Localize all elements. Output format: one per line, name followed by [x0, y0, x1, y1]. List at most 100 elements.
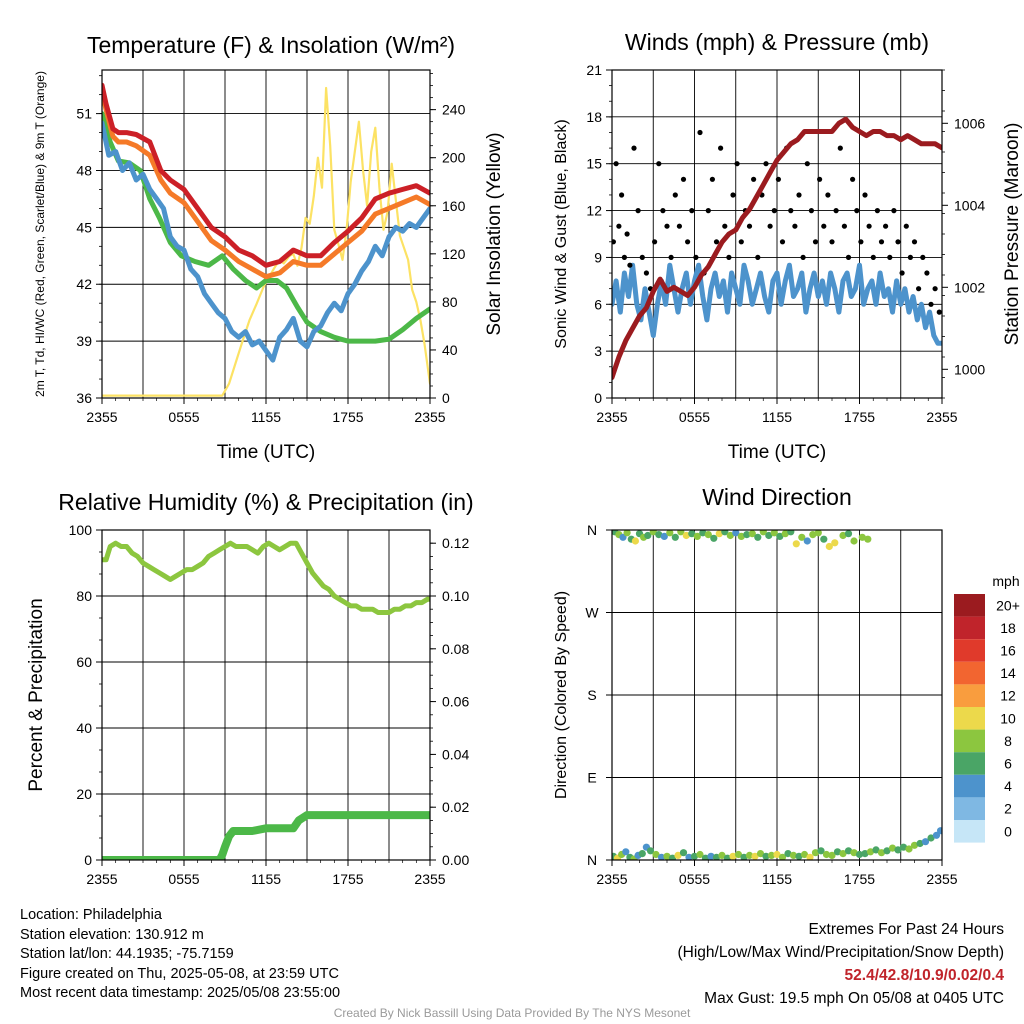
y-right-tick-label: 200: [442, 150, 466, 166]
gust-point: [652, 239, 658, 245]
direction-point: [806, 853, 814, 860]
x-tick-label: 0555: [679, 409, 710, 425]
y-right-tick-label: 240: [442, 102, 466, 118]
direction-point: [696, 850, 704, 859]
direction-point: [861, 850, 869, 858]
legend-title: mph: [992, 573, 1019, 589]
legend-swatch: [954, 616, 985, 640]
direction-point: [707, 852, 715, 860]
y-axis-label-left: 2m T, Td, HI/WC (Red, Green, Scarlet/Blu…: [33, 71, 47, 397]
panel-title: Temperature (F) & Insolation (W/m²): [87, 32, 455, 58]
data-layer: [102, 82, 430, 397]
x-tick-label: 2355: [86, 871, 117, 887]
gust-point: [804, 161, 810, 167]
gust-point: [841, 223, 848, 229]
panel-3: Relative Humidity (%) & Precipitation (i…: [26, 489, 474, 866]
direction-point: [778, 853, 787, 860]
gust-point: [911, 239, 918, 245]
legend-label: 2: [1004, 801, 1012, 817]
direction-point: [910, 841, 919, 849]
direction-point: [693, 532, 701, 541]
y-tick-label: 0: [594, 390, 602, 406]
legend-swatch: [954, 684, 985, 707]
direction-point: [756, 850, 765, 858]
y-right-tick-label: 0.00: [442, 852, 469, 868]
y-tick-label: W: [585, 605, 599, 621]
direction-point: [715, 530, 723, 538]
direction-point: [784, 850, 792, 858]
direction-point: [822, 850, 831, 859]
direction-point: [701, 854, 710, 860]
gust-point: [825, 192, 831, 198]
direction-point: [663, 852, 671, 860]
direction-point: [721, 530, 729, 536]
gust-point: [771, 208, 777, 214]
y-right-tick-label: 0.12: [442, 535, 469, 551]
direction-point: [710, 534, 718, 542]
gust-point: [624, 231, 630, 237]
relative-humidity-line: [102, 540, 430, 615]
direction-point: [839, 850, 847, 858]
x-tick-label: 1755: [844, 409, 875, 425]
direction-point: [894, 846, 902, 854]
direction-point: [759, 530, 767, 536]
x-tick-label: 1155: [251, 409, 281, 425]
legend-label: 10: [1000, 710, 1016, 726]
gust-point: [627, 262, 633, 268]
gust-point: [883, 223, 889, 229]
plot-frame: [611, 529, 943, 861]
gust-point: [656, 161, 662, 167]
direction-point: [688, 530, 696, 538]
gust-point: [845, 254, 852, 260]
gust-point: [697, 129, 703, 136]
gust-point: [895, 239, 901, 245]
y-tick-label: 60: [76, 654, 92, 670]
direction-point: [789, 851, 798, 860]
gust-point: [903, 223, 909, 229]
direction-point: [795, 852, 803, 860]
legend-label: 12: [1000, 688, 1016, 704]
gust-point: [870, 254, 876, 260]
direction-point: [740, 853, 748, 860]
gust-point: [722, 223, 728, 229]
x-tick-label: 0555: [679, 871, 710, 887]
y-axis-label-left: Direction (Colored By Speed): [553, 591, 570, 799]
y-right-tick-label: 120: [442, 246, 466, 262]
gust-point: [616, 223, 622, 229]
gust-point: [854, 208, 860, 214]
direction-point: [704, 531, 712, 539]
direction-point: [803, 537, 811, 545]
direction-point: [726, 531, 734, 540]
gust-point: [800, 254, 806, 260]
direction-point: [682, 531, 690, 540]
extremes-values: 52.4/42.8/10.9/0.02/0.4: [844, 967, 1004, 984]
direction-point: [814, 530, 822, 537]
temp-9m-line: [102, 88, 430, 280]
temp-2m-line: [102, 82, 430, 268]
legend-label: 18: [1000, 620, 1016, 636]
y-tick-label: 100: [69, 522, 93, 538]
y-tick-label: 20: [76, 786, 92, 802]
heat-index-wind-chill-line: [102, 120, 430, 363]
gust-point: [693, 254, 699, 260]
direction-point: [732, 530, 740, 537]
direction-point: [872, 846, 880, 854]
direction-point: [655, 531, 663, 539]
gust-point: [612, 239, 616, 245]
direction-point: [927, 834, 935, 842]
x-tick-label: 2355: [596, 871, 627, 887]
station-location: Location: Philadelphia: [20, 907, 162, 923]
y-right-tick-label: 0.06: [442, 694, 469, 710]
legend-label: 4: [1004, 778, 1012, 794]
gust-point: [891, 208, 897, 214]
station-latlon: Station lat/lon: 44.1935; -75.7159: [20, 946, 234, 962]
gust-point: [874, 208, 881, 214]
direction-point: [820, 535, 828, 543]
y-tick-label: 42: [76, 276, 92, 292]
y-right-tick-label: 40: [442, 342, 458, 358]
direction-point: [770, 530, 778, 537]
y-tick-label: 51: [76, 106, 92, 122]
y-tick-label: 40: [76, 720, 92, 736]
gust-point: [850, 176, 856, 182]
